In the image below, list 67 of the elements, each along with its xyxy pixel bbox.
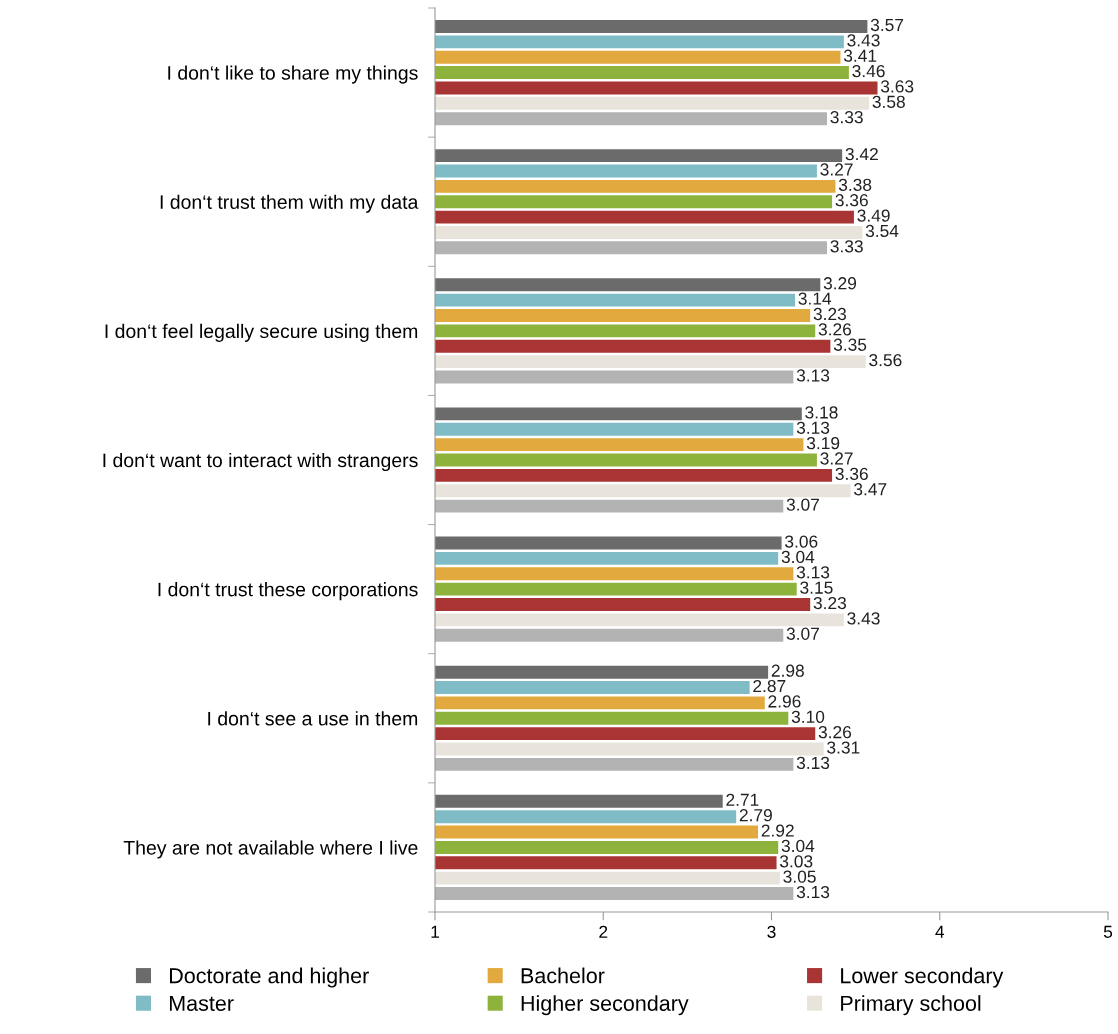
- data-label: 3.04: [781, 839, 815, 853]
- data-label: 3.49: [857, 209, 890, 222]
- data-label: 3.07: [786, 498, 819, 511]
- legend-label: Primary school: [841, 995, 981, 1016]
- data-label: 2.98: [771, 664, 804, 677]
- data-label: 2.71: [726, 793, 759, 806]
- data-label: 2.96: [768, 695, 801, 708]
- data-label: 2.92: [761, 824, 794, 837]
- y-tick-label: I don‘t see a use in them: [208, 711, 418, 726]
- data-label: 3.13: [796, 885, 830, 899]
- legend-label: Higher secondary: [521, 995, 689, 1016]
- y-tick-label: I don‘t feel legally secure using them: [105, 323, 418, 342]
- y-tick-label: I don‘t want to interact with strangers: [103, 452, 418, 472]
- data-label: 3.23: [813, 307, 846, 321]
- data-label: 3.18: [805, 406, 838, 419]
- data-label: 3.15: [800, 581, 833, 594]
- data-label: 3.57: [870, 18, 904, 32]
- data-label: 3.43: [847, 34, 880, 47]
- x-tick-label: 5: [1103, 925, 1113, 938]
- data-label: 3.03: [779, 855, 813, 868]
- data-label: 2.79: [739, 809, 772, 822]
- data-label: 3.07: [786, 627, 819, 640]
- data-label: 3.19: [806, 437, 840, 450]
- y-tick-label: I don‘t trust them with my data: [160, 194, 419, 213]
- data-label: 3.23: [813, 596, 846, 610]
- data-label: 3.38: [838, 178, 872, 192]
- data-label: 3.13: [796, 421, 830, 434]
- legend-label: Doctorate and higher: [169, 967, 369, 988]
- data-label: 3.27: [820, 163, 853, 176]
- data-label: 2.87: [753, 679, 786, 693]
- data-label: 3.13: [796, 369, 830, 382]
- data-label: 3.29: [823, 277, 857, 290]
- data-label: 3.36: [835, 194, 868, 207]
- y-tick-label: I don‘t trust these corporations: [158, 582, 418, 601]
- x-tick-label: 1: [431, 925, 439, 938]
- legend-label: Bachelor: [521, 967, 605, 984]
- data-label: 3.14: [798, 292, 832, 305]
- data-label: 3.27: [820, 452, 853, 465]
- legend-label: Master: [169, 995, 234, 1011]
- data-label: 3.04: [781, 550, 815, 564]
- data-label: 3.58: [872, 95, 905, 108]
- data-label: 3.31: [827, 741, 860, 754]
- data-label: 3.41: [843, 49, 877, 62]
- data-label: 3.54: [865, 224, 899, 238]
- x-tick-label: 2: [599, 925, 608, 938]
- x-tick-label: 4: [935, 925, 945, 938]
- data-label: 3.10: [791, 710, 825, 723]
- data-label: 3.42: [845, 147, 878, 161]
- data-label: 3.47: [854, 483, 887, 496]
- data-label: 3.05: [783, 870, 816, 883]
- data-label: 3.33: [830, 111, 863, 124]
- data-label: 3.26: [818, 323, 852, 336]
- x-tick-label: 3: [767, 925, 776, 938]
- data-label: 3.13: [796, 566, 830, 579]
- data-label: 3.26: [818, 726, 852, 739]
- y-tick-label: I don‘t like to share my things: [168, 65, 418, 84]
- data-label: 3.63: [880, 80, 914, 93]
- data-label: 3.33: [830, 240, 863, 253]
- data-label: 3.13: [796, 756, 830, 770]
- data-label: 3.06: [785, 535, 818, 548]
- data-label: 3.56: [869, 353, 902, 367]
- data-label: 3.35: [833, 338, 867, 351]
- legend-label: Lower secondary: [841, 967, 1004, 988]
- data-label: 3.36: [835, 467, 868, 481]
- y-tick-label: They are not available where I live: [123, 840, 418, 859]
- data-label: 3.46: [852, 64, 885, 78]
- data-label: 3.43: [847, 612, 880, 625]
